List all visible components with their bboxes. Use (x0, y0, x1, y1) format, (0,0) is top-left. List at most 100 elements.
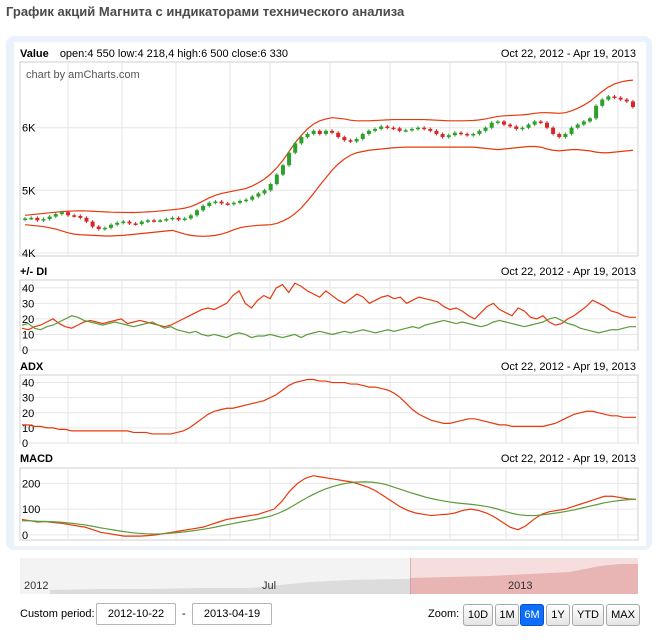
di-tick-label: 20 (22, 314, 34, 326)
adx-tick-label: 20 (22, 408, 34, 420)
zoom-label: Zoom: (428, 608, 460, 620)
candle-body (287, 152, 292, 166)
candle-body (262, 190, 267, 194)
candle-body (280, 165, 285, 175)
candle-body (594, 105, 599, 119)
candle-body (557, 133, 562, 138)
candle-body (299, 137, 304, 144)
candle-body (563, 133, 568, 138)
candle-body (342, 137, 347, 141)
candle-body (348, 140, 353, 142)
to-date-input[interactable]: 2013-04-19 (192, 603, 272, 625)
candle-body (581, 121, 586, 125)
candle-body (477, 130, 482, 134)
candle-body (495, 121, 500, 123)
bollinger-lower-line (25, 145, 633, 237)
di-plot-area (19, 279, 639, 351)
candle-body (158, 220, 163, 222)
candle-body (41, 219, 46, 221)
candle-body (53, 214, 58, 217)
adx-tick-label: 30 (22, 393, 34, 405)
value-tick-label: 5K (22, 185, 36, 197)
candle-body (440, 133, 445, 138)
adx-tick-label: 0 (22, 438, 28, 450)
candle-body (170, 217, 175, 220)
macd-date-range: Oct 22, 2012 - Apr 19, 2013 (500, 453, 636, 465)
zoom-6m-button[interactable]: 6M (520, 604, 544, 626)
candle-body (176, 217, 181, 220)
macd-series-line (21, 475, 637, 537)
candle-body (102, 227, 107, 230)
zoom-max-button[interactable]: MAX (606, 604, 640, 626)
macd-tick-label: 200 (22, 478, 40, 490)
candle-body (551, 127, 556, 134)
candle-body (403, 130, 408, 132)
candle-body (194, 210, 199, 216)
custom-period-label: Custom period: (20, 608, 95, 620)
candle-body (145, 220, 150, 222)
di-tick-label: 0 (22, 345, 28, 357)
candle-body (256, 193, 261, 197)
period-scrollbar[interactable] (20, 558, 638, 594)
from-date-input[interactable]: 2012-10-22 (96, 603, 176, 625)
macd-tick-label: 0 (22, 530, 28, 542)
candle-body (544, 122, 549, 128)
candle-body (311, 130, 316, 134)
candle-body (600, 99, 605, 106)
candle-body (434, 130, 439, 134)
value-tick-label: 4K (22, 248, 36, 260)
candle-body (514, 126, 519, 129)
candle-body (606, 96, 611, 100)
page-title: График акций Магнита с индикаторами техн… (6, 4, 405, 19)
candle-body (35, 217, 40, 221)
candle-body (409, 128, 414, 131)
di-tick-label: 10 (22, 329, 34, 341)
adx-date-range: Oct 22, 2012 - Apr 19, 2013 (500, 361, 636, 373)
candle-body (428, 128, 433, 131)
candle-body (23, 218, 28, 220)
adx-tick-label: 40 (22, 378, 34, 390)
zoom-ytd-button[interactable]: YTD (572, 604, 604, 626)
candle-body (587, 118, 592, 122)
adx-series-line (22, 378, 636, 435)
candle-body (219, 201, 224, 204)
candle-body (115, 222, 120, 225)
candle-body (471, 133, 476, 136)
candle-body (293, 143, 298, 153)
bollinger-upper-line (25, 79, 633, 216)
candle-body (422, 127, 427, 130)
candle-body (188, 215, 193, 219)
candle-body (391, 127, 396, 130)
candle-body (90, 221, 95, 227)
zoom-10d-button[interactable]: 10D (463, 604, 493, 626)
scrollbar-selection[interactable] (410, 558, 638, 594)
ohlc-readout: open:4 550 low:4 218,4 high:6 500 close:… (59, 48, 288, 60)
candle-body (127, 221, 132, 224)
scroll-label-2013: 2013 (508, 580, 533, 592)
candle-body (330, 130, 335, 133)
candle-body (274, 174, 279, 185)
candle-body (575, 124, 580, 128)
di-series-line (21, 315, 636, 339)
candle-body (446, 135, 451, 138)
candle-body (96, 226, 101, 230)
candle-body (532, 121, 537, 125)
candle-body (569, 127, 574, 134)
candle-body (612, 96, 617, 98)
candle-body (182, 218, 187, 220)
amcharts-credit[interactable]: chart by amCharts.com (26, 69, 140, 81)
zoom-1m-button[interactable]: 1M (495, 604, 519, 626)
candle-body (244, 199, 249, 202)
zoom-1y-button[interactable]: 1Y (546, 604, 570, 626)
candle-body (624, 99, 629, 102)
candle-body (452, 132, 457, 136)
di-date-range: Oct 22, 2012 - Apr 19, 2013 (500, 266, 636, 278)
value-panel-header: Value open:4 550 low:4 218,4 high:6 500 … (20, 48, 288, 60)
scrollbar-selection-graph (410, 558, 638, 594)
value-tick-label: 6K (22, 123, 36, 135)
candle-body (133, 223, 138, 225)
candle-body (152, 220, 157, 222)
date-separator: - (182, 608, 186, 620)
di-tick-label: 40 (22, 283, 34, 295)
